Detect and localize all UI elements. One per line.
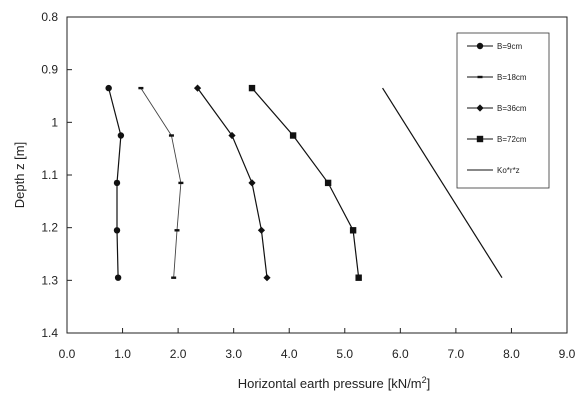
data-point xyxy=(178,181,184,185)
legend-entry: B=72cm xyxy=(467,135,527,144)
data-point xyxy=(105,84,112,92)
series-b-36cm xyxy=(193,84,271,282)
x-tick-label: 9.0 xyxy=(559,347,576,361)
legend-label: B=18cm xyxy=(497,73,527,82)
legend-swatch-marker xyxy=(476,135,484,143)
y-tick-label: 1.1 xyxy=(41,168,58,182)
data-point xyxy=(113,179,121,187)
x-tick-label: 3.0 xyxy=(225,347,242,361)
legend-swatch-marker xyxy=(476,42,484,50)
data-point xyxy=(117,132,125,139)
series-b-72cm xyxy=(248,84,362,281)
legend-swatch-marker xyxy=(477,75,483,79)
x-tick-label: 8.0 xyxy=(503,347,520,361)
data-point xyxy=(168,134,174,137)
x-tick-label: 1.0 xyxy=(114,347,131,361)
x-tick-label: 6.0 xyxy=(392,347,409,361)
data-point xyxy=(324,179,332,187)
legend-label: B=9cm xyxy=(497,42,522,51)
x-axis-title: Horizontal earth pressure [kN/m2] xyxy=(238,375,431,391)
series-line xyxy=(251,87,360,278)
data-point xyxy=(138,86,144,90)
data-point xyxy=(257,226,266,234)
data-point xyxy=(174,229,180,232)
series-ko-r-z xyxy=(382,87,503,279)
x-tick-label: 0.0 xyxy=(59,347,76,361)
legend-label: B=36cm xyxy=(497,104,527,113)
data-point xyxy=(228,131,236,140)
data-point xyxy=(114,274,122,281)
y-tick-label: 0.8 xyxy=(41,10,58,24)
legend-entry: B=18cm xyxy=(467,73,527,82)
legend-box xyxy=(456,32,550,189)
series-line xyxy=(140,87,182,278)
legend-label: B=72cm xyxy=(497,135,527,144)
series-line xyxy=(197,87,268,278)
legend-entry: B=9cm xyxy=(467,42,522,51)
data-point xyxy=(193,84,202,92)
data-point xyxy=(355,274,362,281)
y-tick-label: 1.2 xyxy=(41,221,58,235)
y-axis-title: Depth z [m] xyxy=(12,142,27,208)
data-point xyxy=(248,179,256,187)
data-point xyxy=(113,227,121,234)
series-line xyxy=(382,87,503,279)
x-tick-label: 4.0 xyxy=(281,347,298,361)
legend-entry: B=36cm xyxy=(467,104,527,113)
y-tick-label: 1.4 xyxy=(41,326,58,340)
y-tick-label: 1 xyxy=(51,115,58,129)
series-b-18cm xyxy=(138,86,184,279)
data-point xyxy=(263,274,271,282)
x-tick-label: 2.0 xyxy=(170,347,187,361)
x-tick-label: 7.0 xyxy=(448,347,465,361)
data-point xyxy=(289,132,297,139)
series-b-9cm xyxy=(105,84,125,281)
y-tick-label: 0.9 xyxy=(41,63,58,77)
x-tick-label: 5.0 xyxy=(336,347,353,361)
data-point xyxy=(248,84,256,92)
data-point xyxy=(171,276,177,279)
legend-entry: Ko*r*z xyxy=(467,166,520,175)
y-tick-label: 1.3 xyxy=(41,273,58,287)
legend-label: Ko*r*z xyxy=(497,166,520,175)
data-point xyxy=(349,227,357,234)
legend: B=9cm B=18cm B=36cm B=72cm Ko*r*z xyxy=(456,32,550,189)
legend-swatch-marker xyxy=(476,104,484,112)
